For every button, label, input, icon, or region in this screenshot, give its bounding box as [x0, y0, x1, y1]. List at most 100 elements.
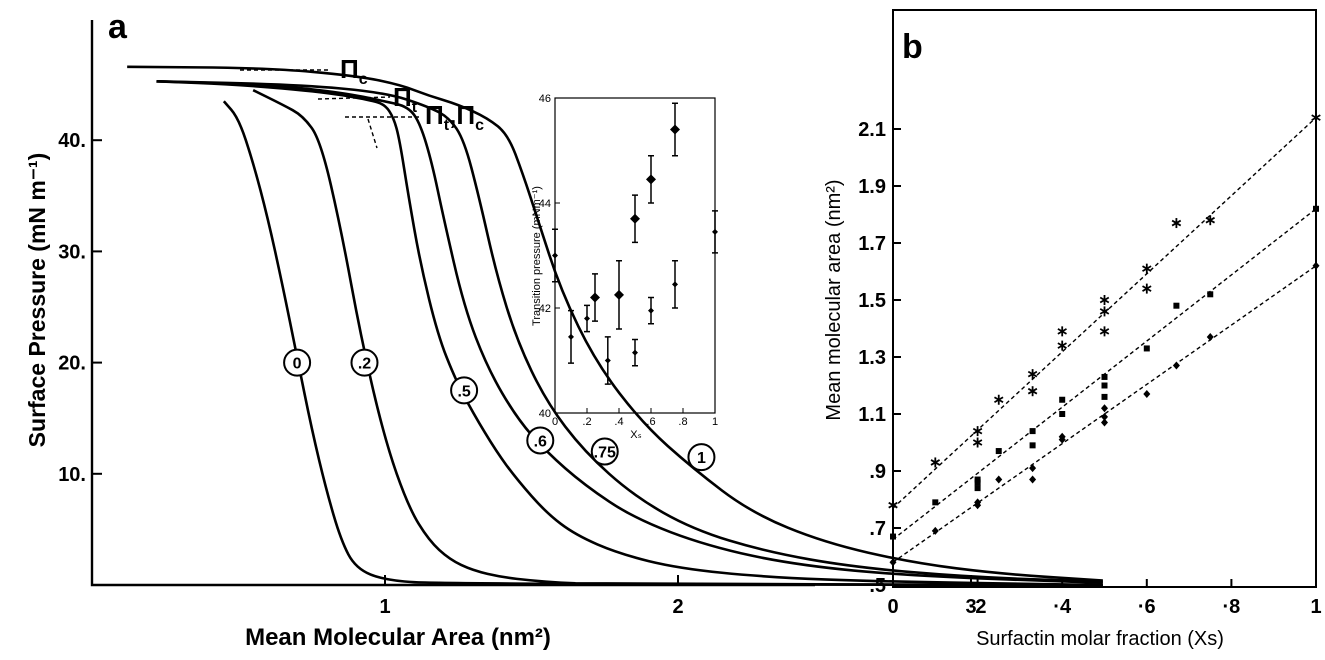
- curve-label-circle: [350, 348, 379, 377]
- inset-y-tick-label: 44: [539, 198, 551, 210]
- panel-b-x-axis-label: Surfactin molar fraction (Xs): [976, 628, 1224, 650]
- asterisk-point: [888, 500, 898, 511]
- square-point: [1059, 411, 1066, 417]
- curve-label-circle: [450, 376, 479, 405]
- curve-label-circle: [526, 426, 555, 455]
- inset-point: [568, 333, 574, 340]
- asterisk-point: [1142, 263, 1152, 274]
- panel-b-y-tick-label: 1.5: [858, 290, 886, 312]
- pi-tc-label: Πt,Πc: [425, 100, 484, 134]
- asterisk-point: [1057, 326, 1067, 337]
- inset-point: [614, 289, 624, 300]
- asterisk-point: [993, 394, 1004, 405]
- inset-point: [712, 228, 718, 235]
- panel-b-y-tick-label: 1.1: [858, 404, 886, 426]
- diamond-point: [995, 475, 1003, 484]
- square-point: [932, 499, 939, 506]
- inset-point: [630, 213, 640, 224]
- pi-t-pointer: [317, 96, 391, 100]
- panel-a: a 10. 20. 30. 40. 1 2 3 Surface Pressure (mN …: [24, 8, 1103, 651]
- asterisk-point: [1099, 295, 1110, 305]
- isotherm-curve: [156, 79, 1103, 585]
- asterisk-point: [972, 437, 983, 448]
- curve-label-text: 0: [293, 356, 302, 373]
- inset-point: [648, 307, 654, 314]
- panel-a-letter: a: [108, 8, 128, 46]
- panel-b-y-tick-label: 2.1: [858, 119, 886, 141]
- curve-label-circle: [283, 348, 312, 377]
- square-point: [890, 533, 896, 540]
- asterisk-point: [972, 426, 983, 437]
- curve-label-text: .6: [534, 433, 547, 450]
- diamond-point: [1101, 418, 1108, 427]
- curve-label-text: .2: [358, 356, 371, 373]
- panel-b-y-tick-label: 1.7: [858, 233, 886, 255]
- diamond-point: [1172, 361, 1180, 370]
- panel-b-fit-lines: [892, 117, 1317, 563]
- inset-ticks: 0 .2 .4 .6 .8 1 40 42 44 46: [539, 93, 718, 428]
- asterisk-point: [1099, 306, 1110, 317]
- inset-y-tick-label: 46: [539, 93, 551, 105]
- panel-b-x-tick-label: 0: [887, 596, 898, 618]
- curve-label-text: .75: [594, 445, 616, 462]
- pi-tc-pointer-2: [367, 118, 378, 149]
- panel-a-isotherm-curves: [127, 65, 1103, 587]
- inset-chart: 0 .2 .4 .6 .8 1 40 42 44 46 Transition pressure (…: [531, 93, 718, 441]
- square-point: [974, 476, 981, 483]
- inset-x-tick-label: .4: [614, 416, 623, 428]
- square-point: [1143, 345, 1150, 352]
- inset-point: [646, 174, 656, 185]
- diamond-point: [1143, 390, 1151, 399]
- square-point: [1029, 428, 1036, 435]
- panel-b-x-tick-label: ·8: [1223, 596, 1241, 618]
- diamond-point: [1029, 475, 1037, 484]
- panel-b-y-tick-label: .7: [869, 518, 886, 540]
- panel-a-curve-labels: 0 .2 .5 .6 .75 1: [283, 348, 716, 472]
- square-point: [1059, 396, 1066, 403]
- square-point: [1029, 442, 1036, 449]
- panel-b-x-tick-label: ·6: [1138, 596, 1156, 618]
- isotherm-curve: [156, 79, 1103, 587]
- asterisk-point: [1099, 326, 1110, 337]
- diamond-point: [1029, 464, 1037, 473]
- panel-a-y-tick-label: 10.: [58, 464, 86, 486]
- asterisk-point: [1057, 340, 1067, 351]
- asterisk-point: [1205, 215, 1216, 226]
- inset-point: [604, 357, 611, 364]
- panel-b-y-tick-label: .5: [869, 575, 886, 597]
- square-point: [1101, 373, 1108, 380]
- panel-b-x-tick-label: ·2: [969, 596, 987, 618]
- diamond-point: [931, 526, 939, 535]
- curve-label-circle: [687, 443, 716, 472]
- isotherm-curve: [127, 65, 1103, 582]
- square-point: [1313, 205, 1319, 212]
- square-point: [995, 448, 1002, 455]
- panel-a-x-tick-label: 3: [965, 596, 976, 618]
- panel-b-y-tick-label: .9: [869, 461, 886, 483]
- inset-y-axis-label: Transition pressure (mNm⁻¹): [531, 186, 543, 326]
- diamond-point: [1206, 333, 1214, 342]
- curve-label-text: .5: [457, 383, 470, 400]
- inset-point: [590, 292, 600, 303]
- curve-label-text: 1: [697, 450, 706, 467]
- panel-a-x-axis-label: Mean Molecular Area (nm²): [245, 624, 551, 651]
- inset-points: [552, 102, 718, 385]
- inset-point: [552, 252, 558, 259]
- panel-a-y-tick-label: 30.: [58, 241, 86, 263]
- isotherm-curve: [252, 88, 1103, 587]
- asterisk-point: [1027, 386, 1038, 397]
- panel-b-y-ticks: .5 .7 .9 1.1 1.3 1.5 1.7 1.9 2.1: [858, 119, 901, 597]
- diamond-point: [1058, 432, 1066, 441]
- panel-b: b .5 .7 .9 1.1 1.3 1.5 1.7 1.9 2.1 0 ·2 ·4 ·6 ·8 1 Me…: [823, 9, 1322, 650]
- panel-b-y-tick-label: 1.9: [858, 176, 886, 198]
- inset-point: [672, 281, 678, 288]
- inset-x-axis-label: Xₛ: [630, 429, 641, 441]
- inset-point: [632, 349, 638, 356]
- diamond-point: [1101, 412, 1108, 421]
- panel-b-y-axis-label: Mean molecular area (nm²): [823, 179, 845, 420]
- panel-b-x-ticks: 0 ·2 ·4 ·6 ·8 1: [887, 579, 1322, 618]
- asterisk-point: [1171, 218, 1182, 229]
- inset-x-tick-label: .6: [646, 416, 655, 428]
- square-point: [1207, 291, 1214, 298]
